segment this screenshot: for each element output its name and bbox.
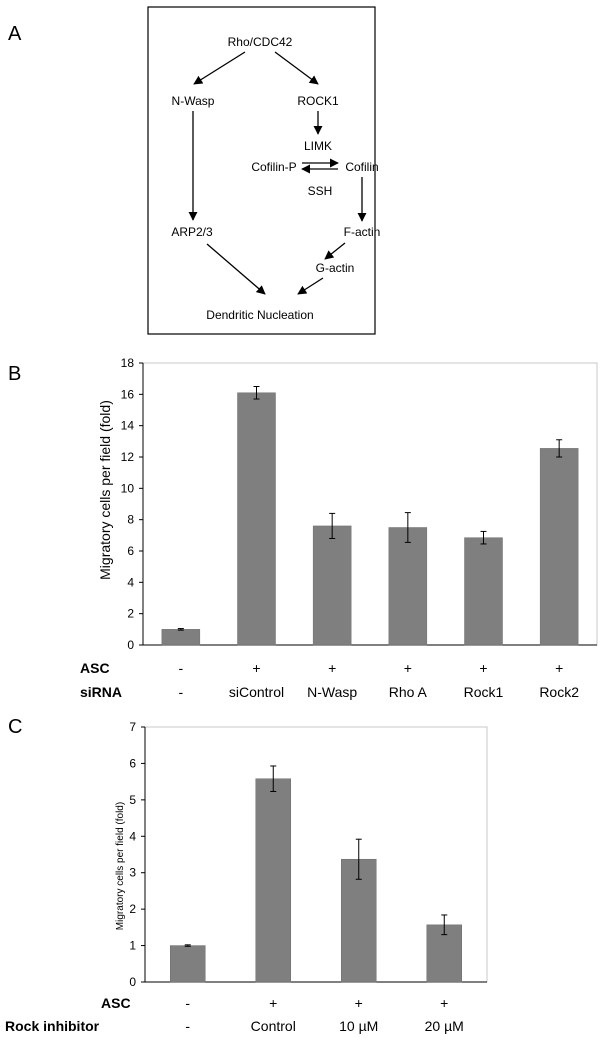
panel-letter-b: B (8, 363, 21, 385)
chart-b-y-tick-label: 10 (121, 481, 135, 495)
node-f-actin: F-actin (344, 225, 381, 239)
chart-b-ylabel: Migratory cells per field (fold) (97, 400, 113, 580)
chart-c-y-tick-label: 3 (129, 866, 136, 880)
arrow-factin-to-gactin (324, 242, 346, 260)
chart-b-sirna-label: Rock2 (539, 684, 579, 700)
chart-b-sirna-label: siControl (229, 684, 284, 700)
arrow-rho-to-rock1 (274, 51, 319, 85)
chart-b-y-tick-label: 6 (127, 544, 134, 558)
node-dendritic-nucleation: Dendritic Nucleation (206, 308, 313, 322)
chart-b-sirna-label: N-Wasp (307, 684, 357, 700)
panel-letter-c: C (8, 716, 22, 738)
panel-letter-a: A (8, 23, 22, 45)
chart-c-asc-label: - (185, 995, 190, 1011)
chart-b-sirna-label: - (178, 684, 183, 700)
chart-c-row-label-asc: ASC (101, 995, 131, 1011)
chart-b-asc-label: + (555, 660, 563, 676)
chart-b-bar (161, 629, 201, 646)
chart-b-bar (539, 448, 579, 646)
arrow-rho-to-nwasp (193, 51, 246, 85)
diagram-border (147, 6, 376, 335)
chart-b-sirna-label: Rock1 (464, 684, 504, 700)
node-g-actin: G-actin (316, 261, 355, 275)
chart-c-bar (255, 778, 291, 983)
chart-c-y-tick-label: 0 (129, 975, 136, 989)
node-arp2-3: ARP2/3 (171, 225, 213, 239)
chart-b-plot-frame (142, 362, 598, 646)
chart-c-inhibitor-label: Control (251, 1018, 296, 1034)
node-cofilin: Cofilin (345, 160, 378, 174)
chart-c-asc-label: + (355, 995, 363, 1011)
chart-c-y-tick-label: 6 (129, 756, 136, 770)
chart-b-asc-label: + (404, 660, 412, 676)
chart-c-y-tick-label: 1 (129, 939, 136, 953)
arrow-arp-to-dendritic (206, 243, 266, 295)
chart-b-y-tick-label: 0 (127, 638, 134, 652)
chart-b-y-tick-label: 8 (127, 513, 134, 527)
chart-b-sirna: Migratory cells per field (fold) ASC siR… (80, 356, 598, 700)
chart-b-y-tick-label: 18 (121, 356, 135, 370)
chart-b-y-tick-label: 14 (121, 419, 135, 433)
node-cofilin-p: Cofilin-P (251, 160, 296, 174)
chart-c-y-tick-label: 4 (129, 829, 136, 843)
chart-b-bar (312, 525, 352, 646)
chart-b-y-tick-label: 2 (127, 607, 134, 621)
chart-b-row-label-asc: ASC (80, 660, 110, 676)
chart-b-row-label-sirna: siRNA (80, 684, 122, 700)
chart-c-row-label-inhibitor: Rock inhibitor (5, 1018, 100, 1034)
chart-c-y-tick-label: 7 (129, 720, 136, 734)
chart-b-asc-label: + (328, 660, 336, 676)
chart-c-ylabel: Migratory cells per field (fold) (115, 802, 126, 930)
chart-c-y-tick-label: 5 (129, 793, 136, 807)
chart-b-bar (388, 527, 428, 646)
node-limk: LIMK (304, 139, 332, 153)
chart-c-bar (170, 945, 206, 983)
chart-c-inhibitor-label: 20 µM (425, 1018, 464, 1034)
chart-b-asc-label: + (479, 660, 487, 676)
pathway-diagram: Rho/CDC42 N-Wasp ROCK1 LIMK Cofilin-P Co… (147, 6, 381, 335)
chart-b-sirna-label: Rho A (389, 684, 428, 700)
chart-b-asc-label: + (252, 660, 260, 676)
chart-b-y-tick-label: 12 (121, 450, 135, 464)
chart-c-asc-label: + (269, 995, 277, 1011)
chart-c-inhibitor-label: 10 µM (339, 1018, 378, 1034)
node-rho-cdc42: Rho/CDC42 (228, 35, 293, 49)
chart-c-inhibitor-label: - (185, 1018, 190, 1034)
chart-c-rock-inhibitor: Migratory cells per field (fold) ASC Roc… (5, 720, 488, 1034)
chart-b-y-tick-label: 4 (127, 575, 134, 589)
chart-b-asc-label: - (178, 660, 183, 676)
node-rock1: ROCK1 (297, 94, 339, 108)
chart-c-asc-label: + (440, 995, 448, 1011)
node-ssh: SSH (308, 184, 333, 198)
chart-b-bar (464, 537, 503, 646)
arrow-gactin-to-dendritic (297, 277, 324, 295)
chart-b-y-tick-label: 16 (121, 387, 135, 401)
chart-c-y-tick-label: 2 (129, 902, 136, 916)
chart-b-bar (237, 392, 276, 646)
node-n-wasp: N-Wasp (172, 94, 215, 108)
